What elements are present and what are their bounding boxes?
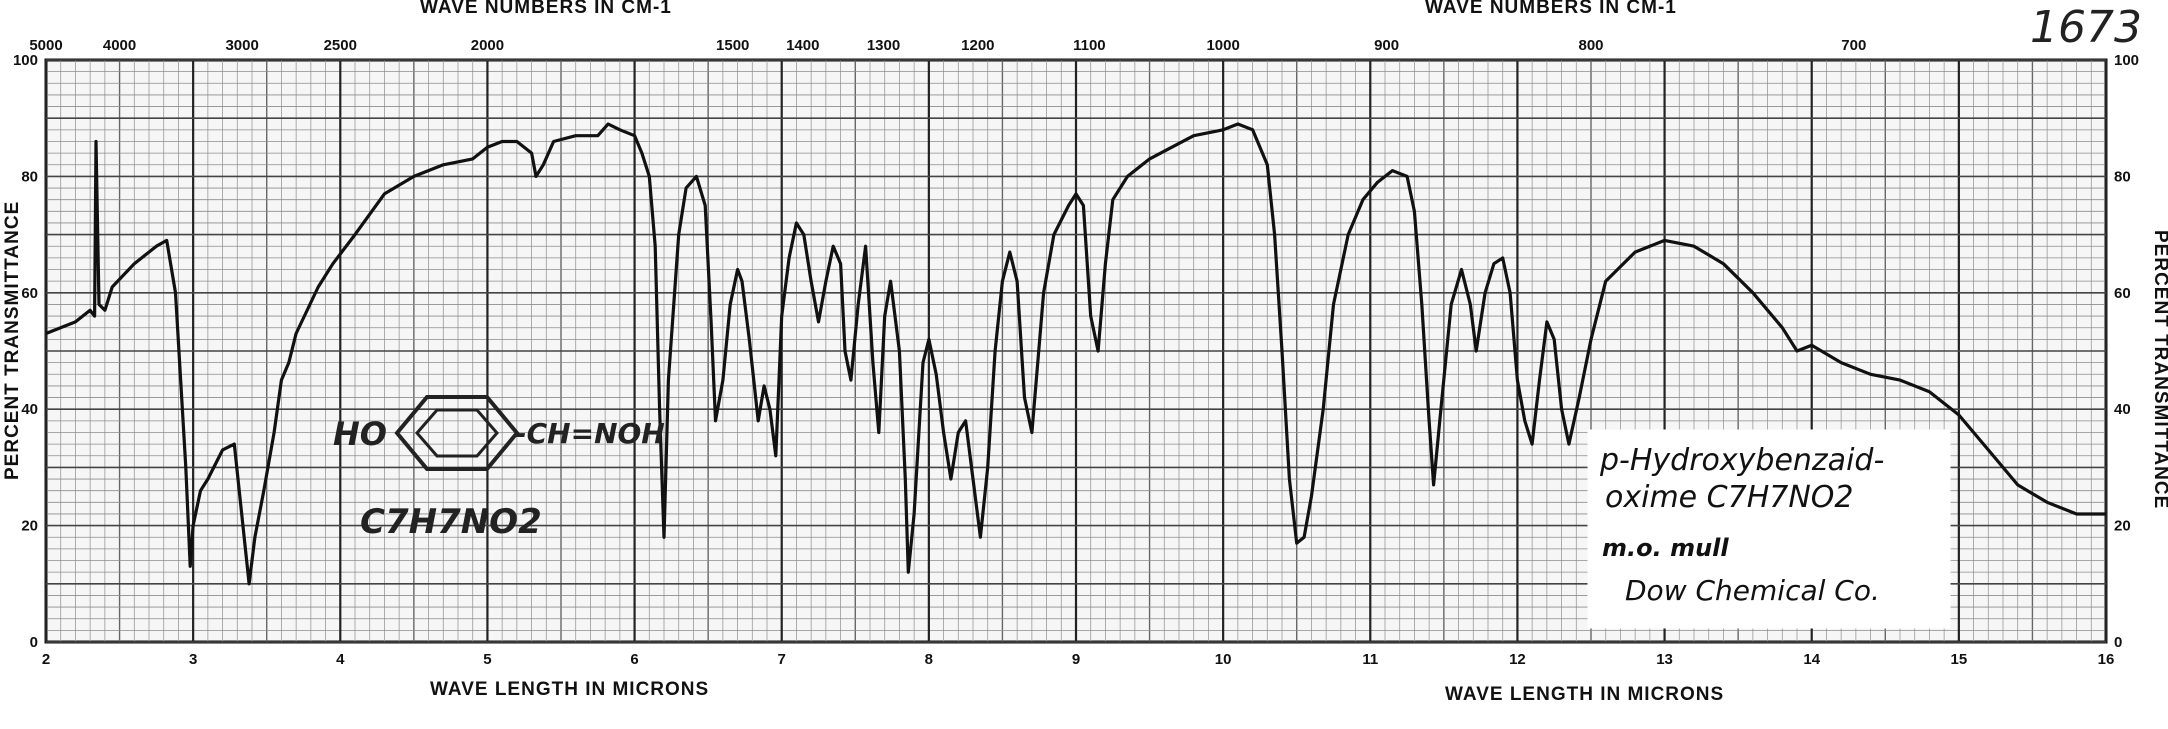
- top-tick-label: 800: [1578, 37, 1603, 54]
- left-tick-labels: 0 20 40 60 80 100: [13, 52, 38, 651]
- structure-drawing: HO -CH=NOH C7H7NO2: [333, 395, 665, 542]
- top-tick-label: 900: [1374, 37, 1399, 54]
- benzene-inner-ring: [415, 408, 499, 458]
- major-grid: [44, 59, 2108, 643]
- x-tick-label: 7: [778, 651, 786, 668]
- y-tick-label-right: 60: [2114, 285, 2131, 302]
- x-tick-label: 8: [925, 651, 933, 668]
- y-axis-title-left: PERCENT TRANSMITTANCE: [2, 201, 23, 480]
- top-tick-label: 1500: [716, 37, 749, 54]
- x-tick-label: 2: [42, 651, 50, 668]
- x-tick-label: 15: [1951, 651, 1968, 668]
- top-tick-label: 1400: [786, 37, 819, 54]
- top-tick-label: 1100: [1073, 37, 1106, 54]
- y-tick-label-right: 20: [2114, 518, 2131, 535]
- note-sample-prep: m.o. mull: [1602, 534, 1729, 562]
- x-axis-title-left: WAVE LENGTH IN MICRONS: [430, 679, 709, 700]
- x-tick-label: 12: [1509, 651, 1526, 668]
- x-tick-label: 3: [189, 651, 197, 668]
- top-tick-labels: 5000 4000 3000 2500 2000 1500 1400 1300 1200 1100…: [29, 37, 1866, 54]
- structure-ch-noh-label: -CH=NOH: [515, 417, 665, 450]
- sheet-number: 1673: [2030, 2, 2142, 53]
- top-axis-title-left: WAVE NUMBERS IN CM-1: [420, 0, 672, 18]
- note-compound-name: p-Hydroxybenzaid-: [1599, 443, 1884, 478]
- top-tick-label: 2500: [324, 37, 357, 54]
- note-compound-formula: oxime C7H7NO2: [1605, 480, 1853, 515]
- top-tick-label: 700: [1841, 37, 1866, 54]
- structure-ho-label: HO: [333, 415, 387, 453]
- x-tick-label: 4: [336, 651, 345, 668]
- structure-formula: C7H7NO2: [360, 502, 542, 542]
- y-tick-label-right: 80: [2114, 168, 2131, 185]
- y-tick-label-left: 20: [21, 518, 38, 535]
- top-tick-label: 1200: [961, 37, 994, 54]
- x-tick-label: 6: [630, 651, 638, 668]
- annotation-card: p-Hydroxybenzaid- oxime C7H7NO2 m.o. mul…: [1587, 429, 1951, 629]
- y-axis-title-right: PERCENT TRANSMITTANCE: [2150, 230, 2168, 509]
- x-axis-title-right: WAVE LENGTH IN MICRONS: [1445, 684, 1724, 705]
- x-tick-label: 13: [1656, 651, 1673, 668]
- top-tick-label: 3000: [225, 37, 258, 54]
- x-tick-label: 10: [1215, 651, 1232, 668]
- y-tick-label-left: 100: [13, 52, 38, 69]
- transmittance-series-line: [45, 122, 2106, 586]
- top-tick-label: 1300: [867, 37, 900, 54]
- x-tick-label: 9: [1072, 651, 1080, 668]
- top-axis-title-right: WAVE NUMBERS IN CM-1: [1425, 0, 1677, 18]
- x-tick-label: 5: [483, 651, 491, 668]
- y-tick-label-left: 60: [21, 285, 38, 302]
- y-tick-label-left: 40: [21, 401, 38, 418]
- benzene-ring: [394, 395, 520, 471]
- top-tick-label: 4000: [103, 37, 136, 54]
- top-tick-label: 2000: [471, 37, 504, 54]
- right-tick-labels: 0 20 40 60 80 100: [2114, 52, 2139, 651]
- y-tick-label-left: 0: [30, 634, 38, 651]
- note-source: Dow Chemical Co.: [1625, 574, 1880, 607]
- annotation-card-background: [1587, 429, 1951, 629]
- top-tick-label: 1000: [1206, 37, 1239, 54]
- y-tick-label-right: 0: [2114, 634, 2122, 651]
- x-tick-label: 14: [1803, 651, 1820, 668]
- x-tick-label: 11: [1362, 651, 1378, 668]
- x-tick-label: 16: [2098, 651, 2115, 668]
- y-tick-label-right: 40: [2114, 401, 2131, 418]
- bottom-tick-labels: 2 3 4 5 6 7 8 9 10 11 12 13 14 15 16: [42, 651, 2115, 668]
- y-tick-label-right: 100: [2114, 52, 2139, 69]
- y-tick-label-left: 80: [21, 168, 38, 185]
- top-tick-label: 5000: [29, 37, 62, 54]
